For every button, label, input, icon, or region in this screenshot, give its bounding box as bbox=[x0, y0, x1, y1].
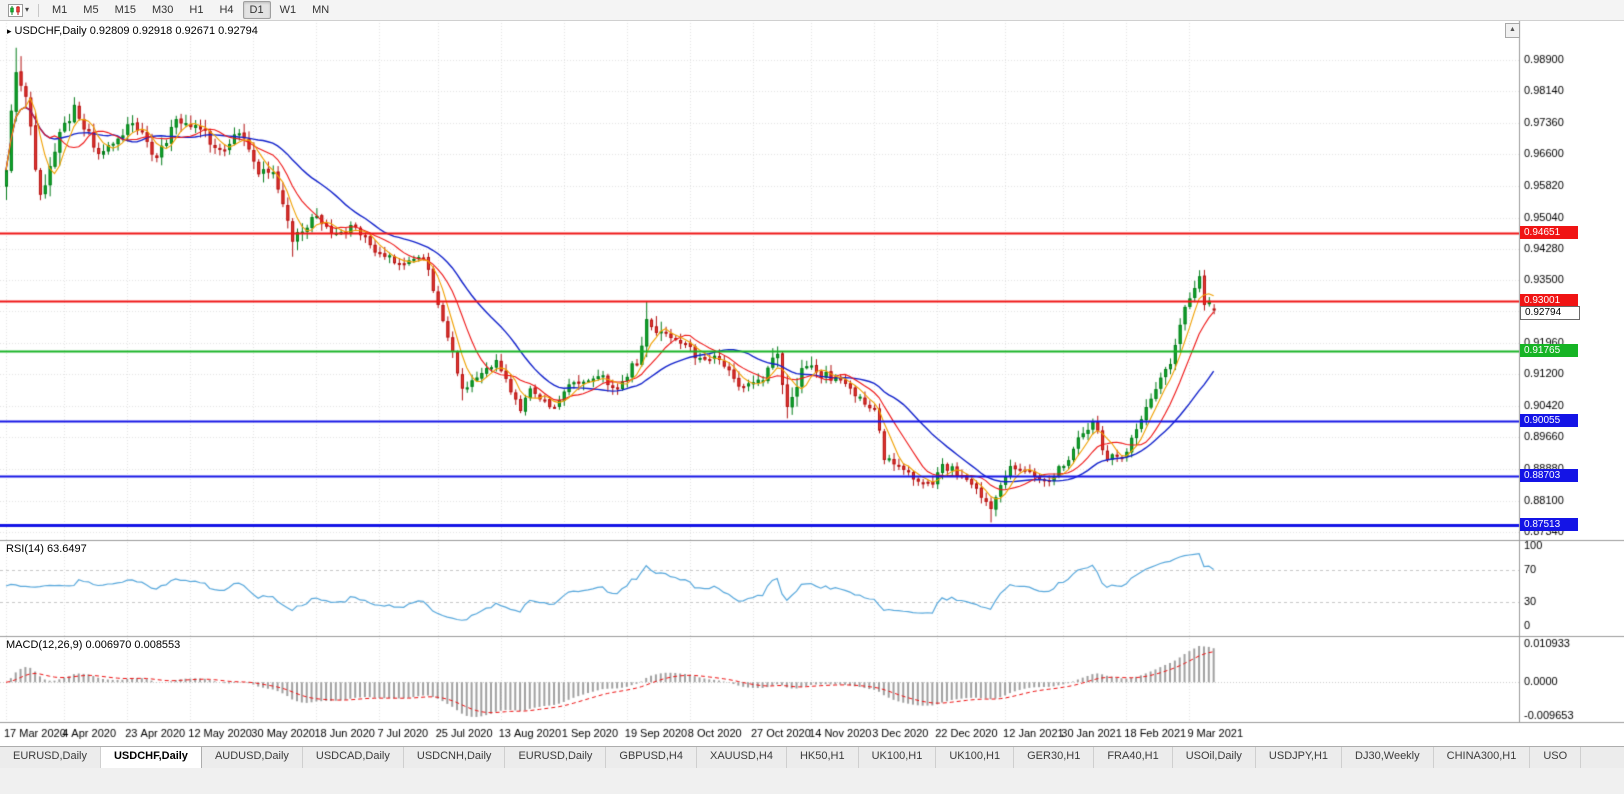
timeframe-button-m1[interactable]: M1 bbox=[52, 4, 68, 16]
timeframe-button-m30[interactable]: M30 bbox=[151, 4, 174, 16]
price-tag-0.94651: 0.94651 bbox=[1520, 226, 1578, 240]
chart-tab-audusd-daily[interactable]: AUDUSD,Daily bbox=[201, 747, 303, 768]
scroll-up-button[interactable]: ▲ bbox=[1505, 23, 1520, 38]
chart-tab-fra40-h1[interactable]: FRA40,H1 bbox=[1094, 747, 1173, 768]
chart-tab-hk50-h1[interactable]: HK50,H1 bbox=[786, 747, 859, 768]
chart-tab-dj30-weekly[interactable]: DJ30,Weekly bbox=[1342, 747, 1434, 768]
chart-tab-eurusd-daily[interactable]: EURUSD,Daily bbox=[0, 747, 101, 768]
candlestick-chart-icon bbox=[8, 3, 23, 17]
price-tag-0.88703: 0.88703 bbox=[1520, 469, 1578, 483]
chart-tab-usoil-daily[interactable]: USOil,Daily bbox=[1172, 747, 1256, 768]
timeframe-toolbar: ▾ M1 M5 M15 M30 H1 H4 D1 W1 MN bbox=[0, 0, 1624, 21]
chart-tab-uso[interactable]: USO bbox=[1530, 747, 1582, 768]
window-bottom-strip bbox=[0, 767, 1624, 794]
chart-tab-uk100-h1[interactable]: UK100,H1 bbox=[936, 747, 1015, 768]
timeframe-button-mn[interactable]: MN bbox=[312, 4, 330, 16]
chart-tab-usdcad-daily[interactable]: USDCAD,Daily bbox=[302, 747, 404, 768]
rsi-indicator-label: RSI(14) 63.6497 bbox=[6, 543, 87, 555]
timeframe-button-w1[interactable]: W1 bbox=[279, 4, 297, 16]
chart-tab-uk100-h1[interactable]: UK100,H1 bbox=[858, 747, 937, 768]
chart-tab-usdchf-daily[interactable]: USDCHF,Daily bbox=[100, 747, 202, 768]
toolbar-separator bbox=[38, 3, 40, 17]
chart-tab-ger30-h1[interactable]: GER30,H1 bbox=[1014, 747, 1095, 768]
chevron-down-icon: ▾ bbox=[25, 5, 30, 14]
price-tag-0.93001: 0.93001 bbox=[1520, 293, 1578, 307]
timeframe-button-m5[interactable]: M5 bbox=[83, 4, 99, 16]
chart-tab-usdjpy-h1[interactable]: USDJPY,H1 bbox=[1255, 747, 1343, 768]
chart-marker-icon: ▸ bbox=[7, 26, 12, 36]
price-tag-0.90055: 0.90055 bbox=[1520, 414, 1578, 428]
timeframe-button-h4[interactable]: H4 bbox=[219, 4, 234, 16]
chart-tab-xauusd-h4[interactable]: XAUUSD,H4 bbox=[696, 747, 787, 768]
timeframe-button-d1[interactable]: D1 bbox=[242, 1, 271, 19]
price-tag-0.91765: 0.91765 bbox=[1520, 344, 1578, 358]
chart-tab-usdcnh-daily[interactable]: USDCNH,Daily bbox=[403, 747, 506, 768]
timeframe-button-h1[interactable]: H1 bbox=[189, 4, 204, 16]
price-tag-0.87513: 0.87513 bbox=[1520, 517, 1578, 531]
chart-tab-bar: EURUSD,Daily USDCHF,Daily AUDUSD,Daily USDC… bbox=[0, 746, 1624, 768]
chart-tab-gbpusd-h4[interactable]: GBPUSD,H4 bbox=[606, 747, 697, 768]
chart-title: ▸ USDCHF,Daily 0.92809 0.92918 0.92671 0.… bbox=[7, 25, 258, 37]
macd-indicator-label: MACD(12,26,9) 0.006970 0.008553 bbox=[6, 639, 181, 651]
timeframe-button-m15[interactable]: M15 bbox=[114, 4, 136, 16]
chart-type-button[interactable]: ▾ bbox=[4, 2, 33, 19]
chart-tab-china300-h1[interactable]: CHINA300,H1 bbox=[1433, 747, 1531, 768]
chart-title-text: USDCHF,Daily 0.92809 0.92918 0.92671 0.9… bbox=[14, 25, 258, 37]
current-price-tag: 0.92794 bbox=[1520, 306, 1580, 321]
chart-tab-eurusd-daily[interactable]: EURUSD,Daily bbox=[505, 747, 607, 768]
